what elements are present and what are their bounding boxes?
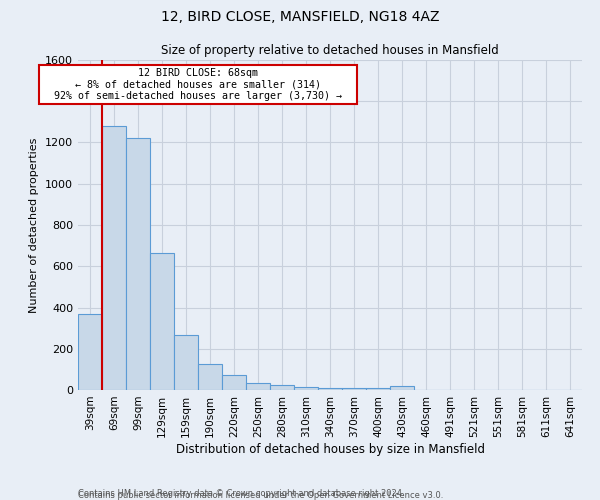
Text: 12, BIRD CLOSE, MANSFIELD, NG18 4AZ: 12, BIRD CLOSE, MANSFIELD, NG18 4AZ [161,10,439,24]
Bar [270,386,294,390]
Bar [318,388,342,390]
Bar [222,374,246,390]
Bar [78,314,102,390]
X-axis label: Distribution of detached houses by size in Mansfield: Distribution of detached houses by size … [176,442,485,456]
Bar [246,383,270,390]
Bar [294,387,318,390]
Title: Size of property relative to detached houses in Mansfield: Size of property relative to detached ho… [161,44,499,58]
Bar [342,388,366,390]
Bar [198,364,222,390]
Bar [150,253,174,390]
Bar [102,126,126,390]
Bar [366,388,390,390]
Bar [390,386,414,390]
Text: Contains HM Land Registry data © Crown copyright and database right 2024.: Contains HM Land Registry data © Crown c… [78,488,404,498]
Y-axis label: Number of detached properties: Number of detached properties [29,138,40,312]
Bar [126,138,150,390]
Bar [174,336,198,390]
Text: 12 BIRD CLOSE: 68sqm  
  ← 8% of detached houses are smaller (314)  
  92% of se: 12 BIRD CLOSE: 68sqm ← 8% of detached ho… [42,68,354,102]
Text: Contains public sector information licensed under the Open Government Licence v3: Contains public sector information licen… [78,491,443,500]
